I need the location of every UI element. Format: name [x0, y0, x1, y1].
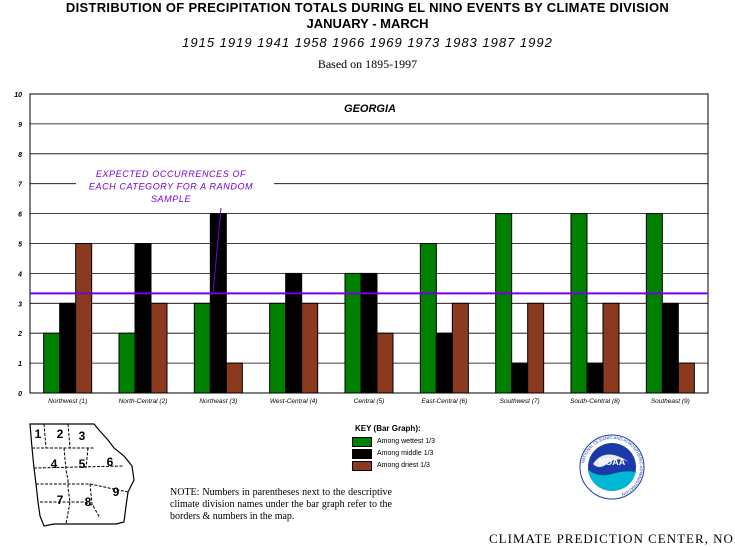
bar [570, 213, 588, 394]
x-tick-label: East-Central (6) [421, 398, 467, 405]
y-tick-label: 10 [14, 92, 22, 99]
annotation-bg [76, 168, 274, 208]
division-number: 4 [51, 457, 58, 471]
bar [602, 302, 620, 394]
division-number: 1 [35, 427, 42, 441]
bar [419, 243, 437, 394]
bar [360, 272, 378, 394]
division-number: 6 [107, 455, 114, 469]
axis-layer: 0 1 2 3 4 5 6 7 8 9 10 Northwest (1) North-Central (… [14, 92, 690, 405]
x-tick-label: North-Central (2) [119, 398, 168, 405]
event-years: 1915 1919 1941 1958 1966 1969 1973 1983 … [182, 35, 553, 50]
bar [285, 272, 303, 394]
bar [43, 332, 61, 394]
bar [269, 302, 287, 394]
bar [150, 302, 168, 394]
division-number: 9 [113, 485, 120, 499]
y-tick-label: 7 [18, 182, 23, 189]
legend-label: Among driest 1/3 [377, 462, 430, 469]
bar [301, 302, 319, 394]
annotation-layer: GEORGIA EXPECTED OCCURRENCES OF EACH CATEG… [30, 103, 708, 295]
georgia-division-map: 1 2 3 4 5 6 7 8 9 [29, 423, 135, 527]
note-text: NOTE: Numbers in parentheses next to the… [170, 487, 392, 522]
legend-label: Among middle 1/3 [377, 450, 434, 457]
bar [193, 302, 211, 394]
annotation-text: EACH CATEGORY FOR A RANDOM [89, 182, 253, 192]
legend-swatch [352, 461, 372, 471]
bar [344, 272, 362, 394]
key-title: KEY (Bar Graph): [355, 424, 421, 433]
noaa-logo: NOAA NATIONAL OCEANIC AND ATMOSPHERIC AD… [579, 434, 645, 500]
bar [376, 332, 394, 394]
y-tick-label: 4 [17, 271, 22, 278]
state-title: GEORGIA [344, 103, 396, 115]
bar [209, 213, 227, 394]
annotation-pointer [212, 207, 222, 294]
annotation-text: SAMPLE [151, 194, 192, 204]
bar [435, 332, 453, 394]
division-borders [32, 423, 129, 525]
chart-title-line1: DISTRIBUTION OF PRECIPITATION TOTALS DUR… [65, 0, 670, 15]
x-tick-label: Southeast (9) [651, 398, 690, 405]
legend-swatch [352, 437, 372, 447]
legend-swatch [352, 449, 372, 459]
x-tick-label: Southwest (7) [500, 398, 540, 405]
baseline-period: Based on 1895-1997 [317, 57, 418, 71]
bar [451, 302, 469, 394]
bar [661, 302, 679, 394]
legend-label: Among wettest 1/3 [377, 438, 435, 445]
y-tick-label: 2 [17, 331, 22, 338]
credit: CLIMATE PREDICTION CENTER, NOAA [489, 531, 735, 546]
annotation-text: EXPECTED OCCURRENCES OF [96, 169, 246, 179]
bar [134, 243, 152, 394]
georgia-outline [29, 423, 135, 527]
bar [677, 362, 695, 394]
bar [586, 362, 604, 394]
bar [59, 302, 77, 394]
y-tick-label: 5 [18, 242, 22, 249]
chart-title-line2: JANUARY - MARCH [306, 16, 429, 31]
division-number: 5 [79, 457, 86, 471]
division-number: 7 [57, 493, 64, 507]
x-tick-label: West-Central (4) [270, 398, 318, 405]
y-tick-label: 3 [18, 301, 22, 308]
y-tick-label: 9 [18, 122, 22, 129]
noaa-wordmark: NOAA [599, 457, 626, 467]
y-tick-label: 8 [18, 152, 22, 159]
y-tick-label: 1 [18, 361, 22, 368]
x-tick-label: Central (5) [354, 398, 385, 405]
division-number: 8 [85, 495, 92, 509]
bar [495, 213, 513, 394]
y-tick-label: 0 [18, 391, 22, 398]
map-labels: 1 2 3 4 5 6 7 8 9 [35, 427, 120, 509]
bars-layer [43, 213, 695, 394]
division-number: 2 [57, 427, 64, 441]
bar [645, 213, 663, 394]
x-tick-label: Northwest (1) [48, 398, 87, 405]
bar [511, 362, 529, 394]
x-tick-label: Northeast (3) [199, 398, 237, 405]
division-number: 3 [79, 429, 86, 443]
y-tick-label: 6 [18, 212, 22, 219]
x-tick-label: South-Central (8) [570, 398, 620, 405]
bar [527, 302, 545, 394]
bar [118, 332, 136, 394]
bar [75, 243, 93, 394]
bar [225, 362, 243, 394]
